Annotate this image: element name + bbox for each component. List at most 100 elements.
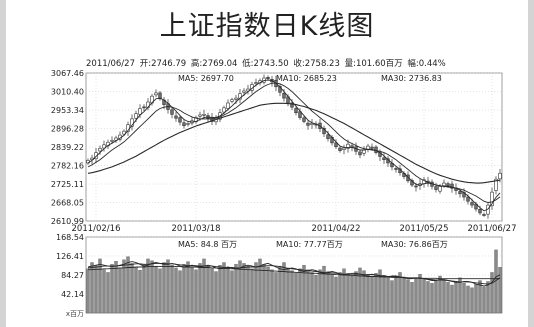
candle-body [266,77,270,79]
volume-bar [238,260,242,314]
volume-bar [482,286,486,314]
kline-y-tick-label: 2668.05 [51,199,84,208]
volume-bar [222,262,226,314]
volume-bar [210,268,214,314]
candle-body [490,191,494,207]
info-open: 开:2746.79 [139,59,187,69]
volume-bar [182,264,186,314]
volume-y-tick-label: 84.27 [61,271,84,280]
candle-body [170,109,174,115]
candle-body [222,107,226,113]
candle-body [278,86,282,93]
volume-bar [286,267,290,314]
candle-body [114,137,118,141]
volume-bar [270,269,274,314]
candle-body [338,147,342,151]
volume-bar [370,276,374,314]
volume-bar [390,280,394,314]
volume-bar [150,260,154,314]
volume-bar [402,276,406,314]
candle-body [202,114,206,116]
volume-bar [426,281,430,314]
candle-body [198,114,202,117]
kline-y-tick-label: 2782.16 [51,162,84,171]
candle-body [346,143,350,149]
kline-x-tick-label: 2011/06/27 [468,224,517,234]
kline-y-tick-label: 3010.40 [51,88,84,97]
volume-bar [442,280,446,314]
volume-bar [410,282,414,314]
volume-bar [122,259,126,314]
volume-bar [202,258,206,314]
info-change: 幅:0.44% [407,59,446,69]
volume-bar [366,274,370,314]
candle-body [458,191,462,195]
kline-y-tick-label: 3067.46 [51,69,84,78]
candle-body [134,113,138,119]
volume-bar [274,272,278,314]
volume-bar [430,283,434,314]
volume-bar [262,264,266,314]
volume-bar [466,285,470,314]
volume-bar [290,270,294,314]
volume-bar [470,287,474,314]
candle-body [362,149,366,154]
volume-bar [326,271,330,314]
candle-body [174,115,178,119]
kline-chart-svg: 3067.46 3010.40 2953.34 2896.28 2839.22 2782.… [51,69,517,318]
volume-bar [198,263,202,314]
volume-bar [306,269,310,314]
kline-y-tick-label: 2725.11 [51,180,84,189]
volume-bar [186,261,190,314]
candle-body [294,108,298,114]
candle-body [254,82,258,84]
candle-body [414,185,418,188]
candle-body [282,92,286,99]
candle-body [342,147,346,150]
volume-bar [414,277,418,314]
info-volume: 量:101.60百万 [344,59,403,69]
volume-legend-ma30: MA30: 76.86百万 [381,240,448,249]
volume-bar [162,262,166,314]
volume-bar [362,270,366,314]
volume-bar [246,265,250,314]
candle-body [130,118,134,127]
volume-bar [106,272,110,314]
volume-bar [334,276,338,314]
volume-bar [382,274,386,314]
candle-body [142,106,146,109]
volume-bar [138,270,142,314]
volume-bar [422,278,426,314]
candle-body [138,108,142,115]
volume-bar [230,270,234,314]
kline-legend-ma5: MA5: 2697.70 [178,74,234,83]
volume-bar [318,269,322,314]
volume-ma-line-ma10 [87,262,501,285]
volume-bar [254,262,258,314]
candle-body [306,122,310,126]
volume-bar [190,266,194,314]
candle-body [242,90,246,93]
chart-title: 上证指数日K线图 [159,11,375,42]
volume-y-tick-label: 168.54 [56,233,84,242]
volume-bar [134,266,138,314]
volume-ma-line-ma30 [88,266,501,280]
volume-bar [242,263,246,314]
volume-bar [170,265,174,314]
volume-bar [218,265,222,314]
candle-body [226,102,230,109]
volume-bar [474,283,478,314]
candle-body [326,134,330,139]
candle-body [158,92,162,100]
volume-bar [282,262,286,314]
volume-bar [330,274,334,314]
volume-bar [346,273,350,314]
candle-body [434,186,438,190]
volume-bar [194,269,198,314]
kline-y-tick-label: 2610.99 [51,217,84,226]
volume-bar [418,274,422,314]
volume-bar [110,264,114,314]
volume-bar [446,282,450,314]
volume-bar [86,268,90,314]
candle-body [446,183,450,186]
